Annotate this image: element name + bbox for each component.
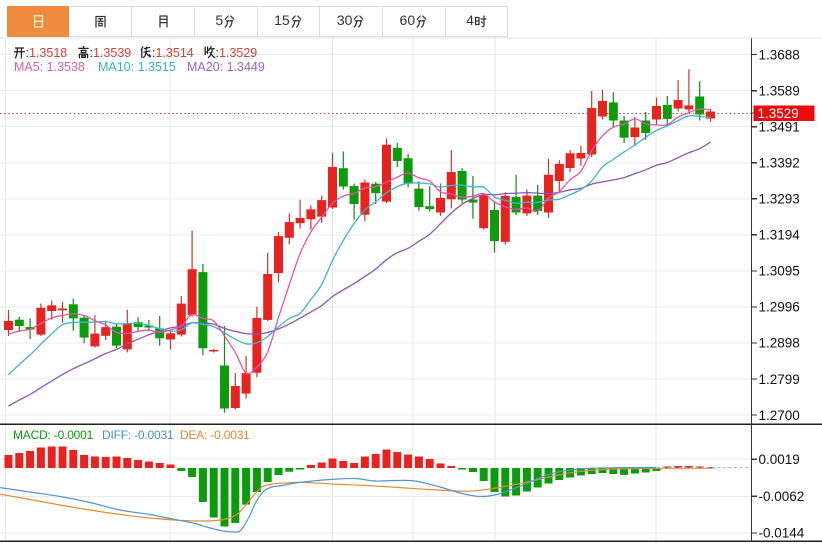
svg-text:1.2799: 1.2799 bbox=[759, 372, 800, 387]
svg-text:1.3529: 1.3529 bbox=[758, 106, 799, 121]
svg-text:1.2898: 1.2898 bbox=[759, 336, 800, 351]
svg-text:1.3095: 1.3095 bbox=[759, 264, 800, 279]
svg-text:0.0019: 0.0019 bbox=[759, 452, 800, 467]
svg-text:1.2996: 1.2996 bbox=[759, 300, 800, 315]
svg-text:1.2700: 1.2700 bbox=[759, 408, 800, 423]
svg-text:1.3491: 1.3491 bbox=[759, 119, 800, 134]
svg-text:1.3392: 1.3392 bbox=[759, 155, 800, 170]
svg-text:1.3688: 1.3688 bbox=[759, 47, 800, 62]
svg-text:1.3293: 1.3293 bbox=[759, 192, 800, 207]
svg-text:1.3194: 1.3194 bbox=[759, 228, 801, 243]
svg-text:-0.0062: -0.0062 bbox=[759, 489, 805, 504]
svg-text:1.3589: 1.3589 bbox=[759, 83, 800, 98]
svg-text:-0.0144: -0.0144 bbox=[759, 526, 805, 541]
